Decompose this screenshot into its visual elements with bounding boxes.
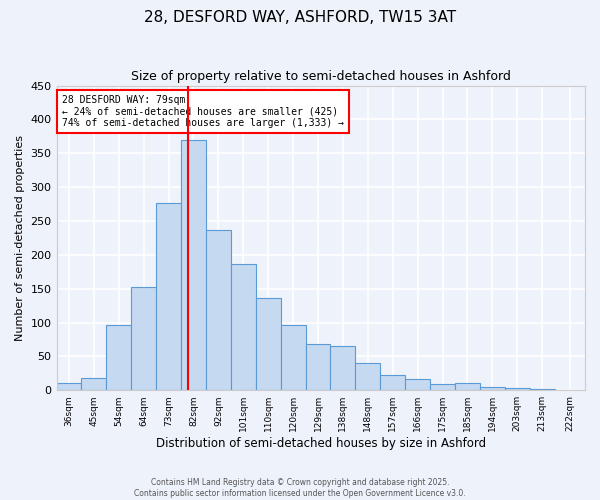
Bar <box>331 346 355 390</box>
Bar <box>56 384 82 390</box>
Bar <box>256 298 281 390</box>
Y-axis label: Number of semi-detached properties: Number of semi-detached properties <box>15 135 25 341</box>
Bar <box>480 387 505 390</box>
Bar <box>131 288 156 390</box>
Bar <box>231 264 256 390</box>
Bar <box>355 363 380 390</box>
Bar <box>380 376 405 390</box>
Bar <box>82 378 106 390</box>
Title: Size of property relative to semi-detached houses in Ashford: Size of property relative to semi-detach… <box>131 70 511 83</box>
Bar <box>281 325 305 390</box>
Bar <box>455 383 480 390</box>
Bar <box>405 378 430 390</box>
Bar <box>206 230 231 390</box>
Bar <box>430 384 455 390</box>
Bar <box>530 389 554 390</box>
Bar <box>156 202 181 390</box>
Text: 28 DESFORD WAY: 79sqm
← 24% of semi-detached houses are smaller (425)
74% of sem: 28 DESFORD WAY: 79sqm ← 24% of semi-deta… <box>62 94 344 128</box>
Bar <box>305 344 331 390</box>
Bar <box>181 140 206 390</box>
Bar <box>106 324 131 390</box>
Text: Contains HM Land Registry data © Crown copyright and database right 2025.
Contai: Contains HM Land Registry data © Crown c… <box>134 478 466 498</box>
X-axis label: Distribution of semi-detached houses by size in Ashford: Distribution of semi-detached houses by … <box>156 437 486 450</box>
Text: 28, DESFORD WAY, ASHFORD, TW15 3AT: 28, DESFORD WAY, ASHFORD, TW15 3AT <box>144 10 456 25</box>
Bar <box>505 388 530 390</box>
